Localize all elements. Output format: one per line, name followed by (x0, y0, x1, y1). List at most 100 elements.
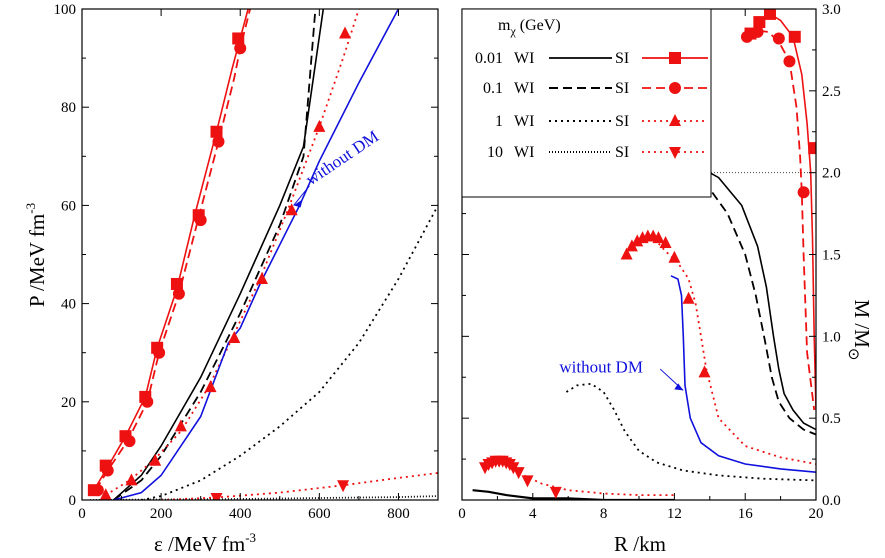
legend-si-marker (669, 114, 681, 126)
left-without-dm-annotation: without DM (302, 127, 382, 189)
legend-si-label: SI (615, 113, 629, 130)
left-marker-triangle-up (339, 26, 352, 39)
legend-mchi-value: 0.01 (475, 50, 503, 67)
right-x-tick-label: 4 (529, 506, 537, 522)
right-x-tick-label: 12 (667, 506, 682, 522)
left-x-tick-label: 400 (229, 506, 252, 522)
left-marker-triangle-up (285, 203, 298, 216)
left-marker-square (210, 125, 223, 138)
right-marker-triangle-up (668, 250, 681, 263)
left-y-tick-label: 100 (54, 2, 77, 18)
legend-wi-label: WI (514, 80, 534, 97)
left-marker-triangle-up (255, 272, 268, 285)
left-marker-triangle-up (313, 119, 326, 132)
right-marker-circle (772, 32, 785, 45)
right-marker-triangle-up (698, 365, 711, 378)
left-annotation-arrowhead (293, 199, 303, 208)
right-y-axis-label: M /M⊙ (845, 299, 874, 360)
left-x-tick-label: 200 (150, 506, 173, 522)
right-chart-panel: PSR J1614-22300481216200.00.51.01.52.02.… (458, 2, 841, 522)
left-marker-circle (101, 464, 114, 477)
left-series-wi-1-line (141, 204, 438, 500)
left-x-tick-label: 600 (308, 506, 331, 522)
right-plot-area (462, 9, 816, 500)
left-marker-triangle-up (174, 419, 187, 432)
left-x-tick-label: 800 (387, 506, 410, 522)
right-y-tick-label: 2.5 (822, 84, 841, 100)
legend-si-label: SI (615, 144, 629, 161)
right-markers (479, 9, 816, 499)
left-marker-square (232, 32, 245, 45)
left-y-tick-label: 40 (61, 297, 76, 313)
right-y-tick-label: 0.5 (822, 411, 841, 427)
legend-row: 10 WI SI (487, 144, 708, 161)
left-series-wi-0.1-line (113, 9, 317, 500)
left-marker-triangle-up (99, 488, 112, 500)
legend-wi-label: WI (514, 50, 534, 67)
right-x-tick-label: 0 (458, 506, 466, 522)
right-marker-triangle-up (659, 236, 672, 249)
legend-si-marker (669, 52, 681, 64)
legend-title: mχ (GeV) (498, 17, 561, 38)
legend-wi-label: WI (514, 144, 534, 161)
legend-wi-label: WI (514, 113, 534, 130)
right-marker-triangle-down (521, 475, 534, 488)
right-marker-circle (751, 25, 764, 38)
left-marker-triangle-down (337, 480, 350, 493)
legend-row: 0.1 WI SI (483, 80, 708, 97)
legend-mchi-value: 1 (495, 113, 503, 130)
right-marker-circle (783, 55, 796, 68)
legend-si-marker (669, 82, 681, 94)
right-marker-triangle-up (652, 231, 665, 244)
left-series-si-1-line (105, 9, 360, 496)
legend-row: 0.01 WI SI (475, 50, 708, 67)
legend-mchi-value: 10 (487, 144, 503, 161)
right-y-tick-label: 3.0 (822, 2, 841, 18)
right-without-dm-annotation: without DM (559, 357, 643, 376)
left-chart-panel: 0 200 400 600 800 0 20 40 60 80 100 without DM (54, 2, 439, 522)
left-marker-triangle-down (210, 493, 223, 500)
left-series-wi-0.01-line (113, 9, 325, 500)
left-plot-area (87, 9, 438, 500)
right-marker-triangle-up (631, 234, 644, 247)
legend-box (461, 8, 712, 198)
left-series-si-10-line (161, 472, 438, 500)
right-x-tick-label: 20 (809, 506, 824, 522)
right-y-tick-label: 1.5 (822, 248, 841, 264)
right-marker-square (808, 142, 816, 155)
right-y-tick-label: 2.0 (822, 166, 841, 182)
left-marker-square (170, 277, 183, 290)
left-marker-circle (91, 484, 104, 497)
legend-si-label: SI (615, 80, 629, 97)
right-marker-square (753, 16, 766, 29)
left-marker-triangle-up (228, 330, 241, 343)
left-series-si-0.1-line (95, 9, 251, 491)
right-marker-square (788, 30, 801, 43)
right-x-axis-label: R /km (614, 532, 666, 556)
right-annotation-arrowhead (674, 383, 684, 391)
legend-row: 1 WI SI (495, 113, 708, 130)
right-marker-triangle-down (549, 486, 562, 499)
right-marker-triangle-up (620, 247, 633, 260)
legend: mχ (GeV) 0.01 WI SI 0.1 WI SI 1 WI SI 10 WI SI (461, 8, 712, 198)
left-y-tick-label: 60 (61, 198, 76, 214)
right-y-tick-label: 0.0 (822, 493, 841, 509)
left-x-axis-label: ε /MeV fm-3 (154, 530, 256, 556)
left-marker-circle (172, 287, 185, 300)
left-markers (87, 26, 352, 500)
right-series-wi-10-line (472, 489, 675, 500)
left-annotation-arrow (293, 185, 310, 206)
legend-mchi-value: 0.1 (483, 80, 503, 97)
left-marker-circle (123, 435, 136, 448)
left-marker-circle (194, 214, 207, 227)
right-series-si-1-line (624, 237, 816, 465)
right-x-tick-label: 16 (738, 506, 754, 522)
right-marker-square (763, 9, 776, 20)
left-marker-triangle-up (204, 380, 217, 393)
right-marker-circle (797, 186, 810, 199)
left-y-tick-label: 80 (61, 100, 76, 116)
left-marker-triangle-up (125, 473, 138, 486)
right-series-si-0.1-line (746, 29, 816, 411)
left-marker-circle (212, 135, 225, 148)
